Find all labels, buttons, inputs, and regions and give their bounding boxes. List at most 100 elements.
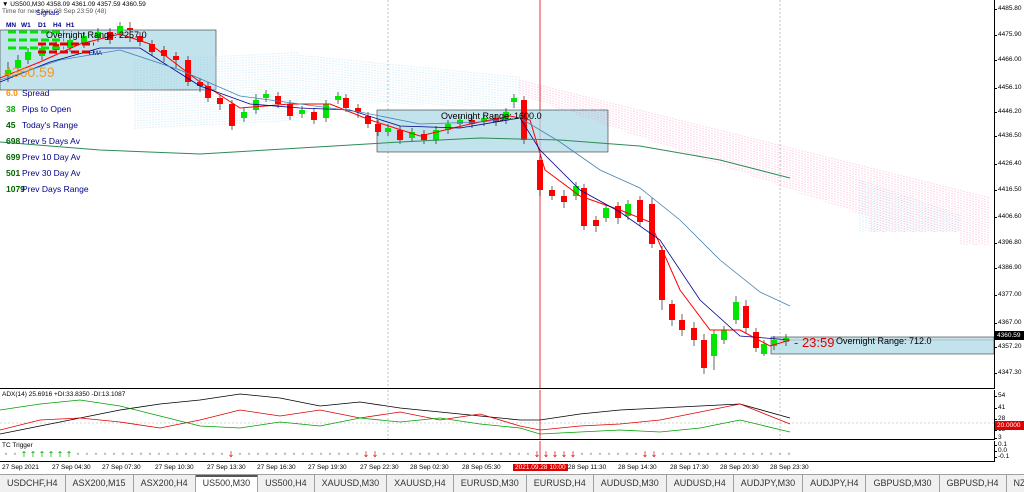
symbol-tab[interactable]: ASX200,M15	[66, 475, 134, 492]
bear-candle[interactable]	[659, 250, 665, 300]
bull-candle[interactable]	[573, 186, 579, 196]
bear-candle[interactable]	[343, 98, 349, 108]
bull-candle[interactable]	[241, 112, 247, 118]
symbol-tab[interactable]: XAUUSD,H4	[387, 475, 454, 492]
tc-signal-marker: ↓	[543, 450, 550, 459]
bear-candle[interactable]	[127, 28, 133, 30]
price-chart-canvas[interactable]	[0, 0, 994, 389]
symbol-tab[interactable]: AUDUSD,M30	[594, 475, 667, 492]
bear-candle[interactable]	[581, 188, 587, 226]
price-axis[interactable]: 4485.80 4475.90 4466.00 4456.10 4446.20 4436.…	[994, 0, 1024, 389]
symbol-tab[interactable]: EURUSD,M30	[454, 475, 527, 492]
tc-signal-marker: •	[598, 450, 603, 459]
bull-candle[interactable]	[457, 120, 463, 124]
stat-value: 1079	[6, 184, 25, 194]
price-tick: 4475.90	[995, 31, 1022, 38]
bear-candle[interactable]	[311, 112, 317, 120]
bear-candle[interactable]	[355, 108, 361, 112]
symbol-tab[interactable]: EURUSD,H4	[527, 475, 594, 492]
bear-candle[interactable]	[397, 130, 403, 140]
tc-signal-marker: •	[157, 450, 162, 459]
symbol-tab[interactable]: GBPUSD,H4	[940, 475, 1007, 492]
tc-signal-marker: •	[751, 450, 756, 459]
symbol-tab[interactable]: AUDJPY,H4	[803, 475, 867, 492]
bear-candle[interactable]	[275, 96, 281, 104]
bear-candle[interactable]	[537, 160, 543, 190]
symbol-tab[interactable]: AUDJPY,M30	[734, 475, 804, 492]
bear-candle[interactable]	[161, 50, 167, 56]
tc-signal-marker: •	[733, 450, 738, 459]
bull-candle[interactable]	[5, 70, 11, 75]
bull-candle[interactable]	[81, 36, 87, 44]
tf-h4: H4	[53, 22, 62, 29]
bull-candle[interactable]	[711, 334, 717, 356]
bull-candle[interactable]	[503, 112, 509, 120]
symbol-tab[interactable]: GBPUSD,M30	[866, 475, 940, 492]
bull-candle[interactable]	[761, 344, 767, 354]
bull-candle[interactable]	[25, 52, 31, 60]
bear-candle[interactable]	[691, 328, 697, 340]
bear-candle[interactable]	[137, 36, 143, 42]
bear-candle[interactable]	[287, 104, 293, 116]
bull-candle[interactable]	[15, 60, 21, 68]
bull-candle[interactable]	[95, 32, 101, 38]
bull-candle[interactable]	[409, 132, 415, 138]
symbol-tab[interactable]: XAUUSD,M30	[315, 475, 388, 492]
bull-candle[interactable]	[385, 128, 391, 132]
bear-candle[interactable]	[615, 206, 621, 218]
bull-candle[interactable]	[481, 118, 487, 122]
symbol-tab[interactable]: US500,H4	[258, 475, 315, 492]
bull-candle[interactable]	[253, 100, 259, 110]
bear-candle[interactable]	[217, 98, 223, 104]
tc-trigger-pane[interactable]: • • ↑ ↑ ↑ ↑ ↑ ↑ • • • • • • • • • • • • • • • • • ↓ • • • • • • • • • • • • • •…	[0, 441, 994, 462]
bear-candle[interactable]	[669, 304, 675, 320]
bear-candle[interactable]	[679, 320, 685, 330]
bear-candle[interactable]	[743, 306, 749, 328]
bull-candle[interactable]	[335, 96, 341, 100]
bear-candle[interactable]	[173, 56, 179, 60]
bear-candle[interactable]	[549, 190, 555, 196]
adx-indicator-pane[interactable]: ADX(14) 25.6916 +DI:33.8350 -DI:13.1087	[0, 390, 994, 440]
bear-candle[interactable]	[421, 134, 427, 140]
bear-candle[interactable]	[185, 60, 191, 82]
bear-candle[interactable]	[753, 332, 759, 348]
bear-candle[interactable]	[701, 340, 707, 368]
symbol-tab[interactable]: NZDUSD,M30	[1007, 475, 1024, 492]
tc-signal-marker: •	[4, 450, 9, 459]
bear-candle[interactable]	[229, 104, 235, 126]
bull-candle[interactable]	[721, 330, 727, 340]
bear-candle[interactable]	[375, 124, 381, 132]
bull-candle[interactable]	[323, 104, 329, 118]
bear-candle[interactable]	[149, 44, 155, 52]
symbol-tab[interactable]: US500,M30	[195, 475, 259, 492]
bull-candle[interactable]	[67, 40, 73, 48]
ema-label: EMA	[89, 51, 103, 57]
symbol-tab[interactable]: ASX200,H4	[134, 475, 196, 492]
bull-candle[interactable]	[511, 98, 517, 102]
bear-candle[interactable]	[637, 200, 643, 222]
bear-candle[interactable]	[365, 116, 371, 124]
bull-candle[interactable]	[299, 110, 305, 114]
symbol-tab[interactable]: USDCHF,H4	[0, 475, 66, 492]
tc-signal-marker: •	[103, 450, 108, 459]
symbol-tab[interactable]: AUDUSD,H4	[667, 475, 734, 492]
bear-candle[interactable]	[205, 86, 211, 98]
bull-candle[interactable]	[603, 208, 609, 218]
tc-signal-marker: ↑	[39, 450, 46, 459]
adx-tick: 3	[995, 434, 1002, 440]
bull-candle[interactable]	[625, 204, 631, 216]
bear-candle[interactable]	[649, 204, 655, 244]
bull-candle[interactable]	[117, 26, 123, 34]
bull-candle[interactable]	[771, 340, 777, 346]
price-chart-pane[interactable]: ▼ US500,M30 4358.09 4361.09 4357.59 4360…	[0, 0, 994, 389]
bull-candle[interactable]	[445, 124, 451, 130]
bull-candle[interactable]	[263, 94, 269, 98]
bear-candle[interactable]	[561, 196, 567, 202]
bull-candle[interactable]	[433, 130, 439, 140]
bear-candle[interactable]	[197, 82, 203, 86]
tf-h1: H1	[66, 22, 75, 29]
bear-candle[interactable]	[593, 220, 599, 226]
stat-value: 699	[6, 152, 21, 162]
bull-candle[interactable]	[733, 302, 739, 320]
tc-signal-marker: •	[625, 450, 630, 459]
